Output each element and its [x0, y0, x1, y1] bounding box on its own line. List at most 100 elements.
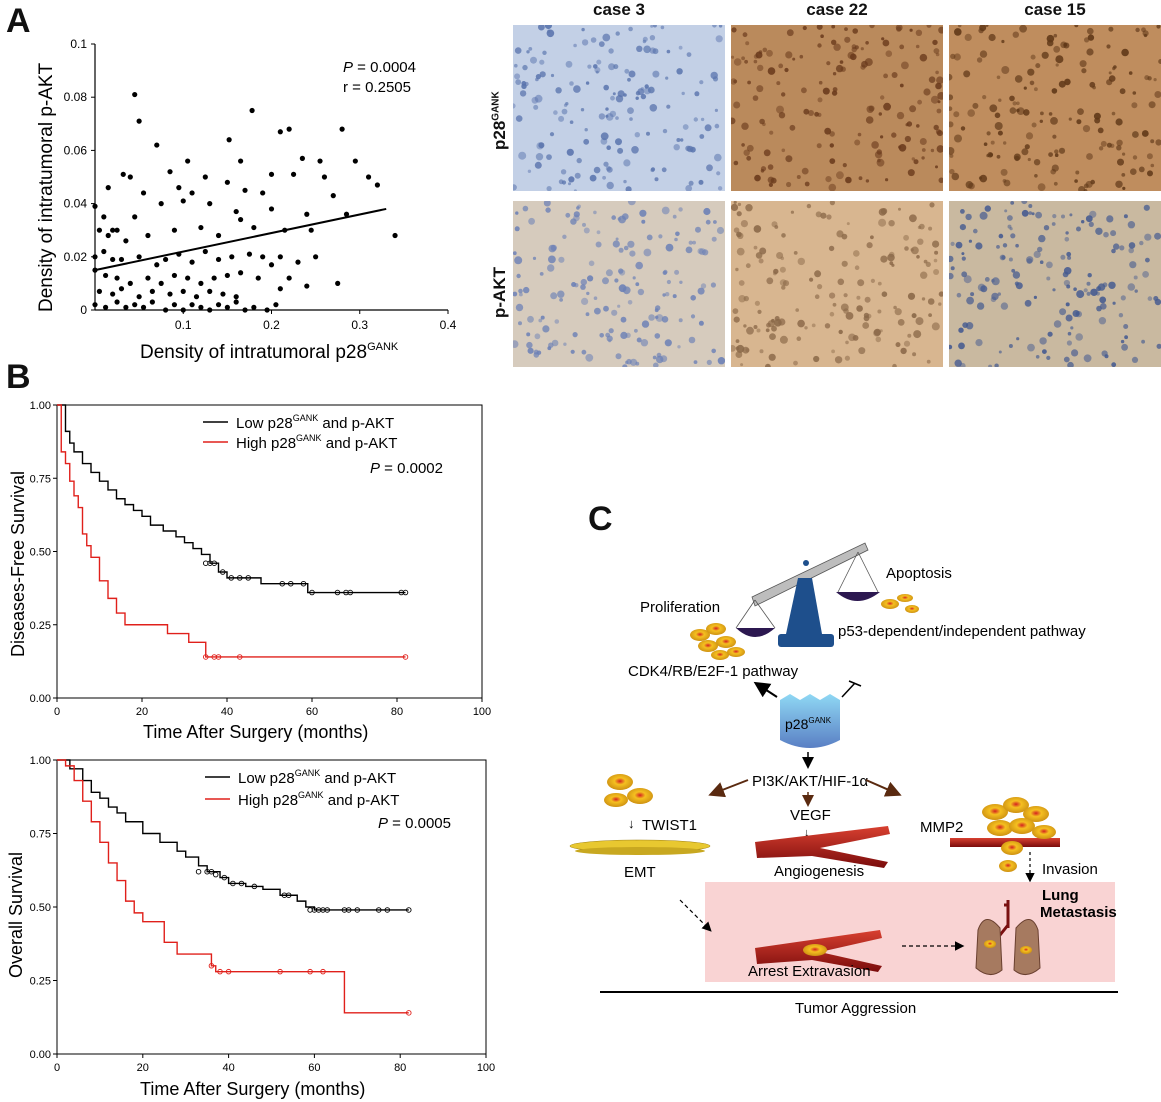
- micrograph-nucleus: [895, 25, 903, 31]
- micrograph-nucleus: [1063, 356, 1070, 363]
- micrograph-nucleus: [532, 256, 537, 260]
- micrograph-nucleus: [1120, 339, 1125, 344]
- micrograph-nucleus: [959, 224, 966, 231]
- micrograph-nucleus: [581, 349, 587, 355]
- km-y-tick-label: 0.50: [30, 902, 51, 914]
- micrograph-nucleus: [918, 223, 925, 230]
- micrograph-nucleus: [596, 59, 602, 65]
- scatter-point: [163, 307, 169, 313]
- micrograph-r2-c1: [513, 201, 725, 367]
- micrograph-nucleus: [865, 179, 870, 183]
- micrograph-nucleus: [637, 288, 645, 296]
- micrograph-nucleus: [1001, 39, 1005, 44]
- micrograph-nucleus: [1071, 349, 1079, 357]
- km-censor-mark: [219, 569, 226, 575]
- micrograph-nucleus: [627, 300, 633, 305]
- micrograph-nucleus: [958, 327, 964, 333]
- micrograph-nucleus: [646, 131, 650, 136]
- micrograph-nucleus: [609, 110, 617, 118]
- micrograph-nucleus: [1138, 166, 1145, 173]
- micrograph-nucleus: [1092, 85, 1096, 90]
- micrograph-nucleus: [786, 29, 794, 37]
- micrograph-nucleus: [629, 358, 638, 366]
- micrograph-nucleus: [1030, 54, 1036, 60]
- micrograph-nucleus: [826, 214, 832, 220]
- micrograph-nucleus: [546, 29, 555, 38]
- micrograph-nucleus: [513, 340, 519, 348]
- micrograph-nucleus: [1132, 155, 1138, 160]
- micrograph-nucleus: [666, 279, 671, 285]
- micrograph-nucleus: [558, 115, 565, 122]
- micrograph-nucleus: [618, 247, 624, 253]
- micrograph-nucleus: [1026, 256, 1034, 264]
- scatter-point: [251, 224, 257, 231]
- micrograph-nucleus: [593, 64, 598, 69]
- micrograph-nucleus: [685, 185, 693, 191]
- micrograph-nucleus: [605, 114, 609, 118]
- km-censor-mark: [307, 968, 313, 975]
- scatter-point: [249, 107, 255, 114]
- micrograph-nucleus: [928, 313, 932, 317]
- micrograph-nucleus: [703, 207, 711, 216]
- scatter-point: [343, 211, 350, 217]
- micrograph-nucleus: [540, 315, 545, 320]
- micrograph-nucleus: [1081, 68, 1087, 74]
- micrograph-nucleus: [1013, 153, 1021, 161]
- micrograph-nucleus: [626, 358, 632, 365]
- micrograph-nucleus: [839, 60, 844, 64]
- scatter-point: [268, 262, 275, 268]
- scatter-point: [224, 304, 230, 310]
- scatter-y-tick-label: 0.06: [64, 143, 88, 157]
- micrograph-nucleus: [856, 295, 861, 300]
- micrograph-nucleus: [745, 204, 753, 212]
- micrograph-nucleus: [816, 25, 823, 30]
- micrograph-nucleus: [605, 269, 613, 277]
- os-x-axis-label: Time After Surgery (months): [140, 1079, 365, 1099]
- micrograph-nucleus: [606, 335, 613, 342]
- micrograph-nucleus: [738, 280, 745, 286]
- micrograph-nucleus: [869, 25, 875, 29]
- micrograph-nucleus: [1052, 134, 1057, 139]
- micrograph-nucleus: [518, 288, 523, 294]
- micrograph-nucleus: [539, 71, 546, 78]
- micrograph-nucleus: [857, 279, 865, 287]
- scatter-point: [220, 291, 226, 297]
- micrograph-nucleus: [1025, 132, 1034, 140]
- scatter-point: [313, 254, 319, 260]
- micrograph-nucleus: [845, 340, 849, 345]
- micrograph-nucleus: [1158, 59, 1161, 64]
- scatter-regression-line: [94, 207, 387, 272]
- micrograph-nucleus: [1142, 271, 1149, 278]
- micrograph-nucleus: [535, 153, 544, 161]
- micrograph-nucleus: [515, 79, 522, 85]
- diagram-cdk-label: CDK4/RB/E2F-1 pathway: [628, 663, 799, 680]
- scatter-point: [295, 259, 301, 265]
- micrograph-row-label-p28: p28GANK: [490, 91, 509, 150]
- micrograph-nucleus: [857, 132, 862, 137]
- micrograph-nucleus: [845, 176, 852, 184]
- scatter-point: [105, 185, 111, 191]
- diagram-twist-arrow: ↓: [628, 816, 635, 831]
- micrograph-nucleus: [610, 95, 615, 101]
- scatter-point: [260, 254, 266, 260]
- scatter-point: [132, 214, 138, 220]
- micrograph-nucleus: [1121, 343, 1128, 351]
- micrograph-nucleus: [868, 105, 875, 112]
- mechanism-diagram: Apoptosis Proliferation p53-dependent/in…: [569, 542, 1118, 1017]
- micrograph-nucleus: [865, 116, 874, 124]
- micrograph-nucleus: [1127, 221, 1136, 229]
- scatter-y-tick-label: 0.04: [64, 197, 88, 211]
- micrograph-nucleus: [833, 43, 841, 51]
- micrograph-nucleus: [781, 92, 786, 97]
- micrograph-nucleus: [565, 60, 573, 68]
- scatter-point: [202, 248, 208, 255]
- micrograph-nucleus: [1113, 243, 1120, 250]
- micrograph-nucleus: [553, 110, 558, 115]
- micrograph-nucleus: [717, 357, 725, 365]
- scatter-r-annotation: r = 0.2505: [343, 79, 411, 96]
- micrograph-nucleus: [1150, 139, 1155, 144]
- micrograph-nucleus: [1141, 130, 1149, 137]
- micrograph-nucleus: [921, 156, 925, 160]
- micrograph-nucleus: [822, 87, 830, 95]
- micrograph-background: [949, 201, 1161, 367]
